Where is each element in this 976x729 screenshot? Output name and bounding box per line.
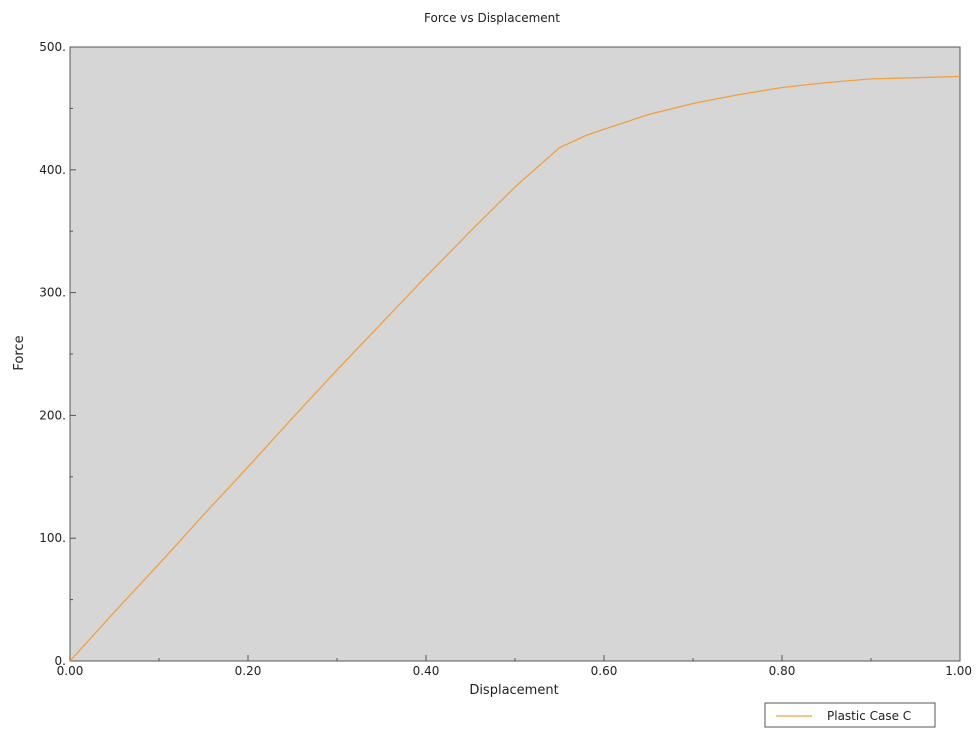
y-axis-ticks: [70, 46, 76, 662]
y-axis-label: Force: [12, 335, 27, 370]
x-axis-label: Displacement: [469, 683, 558, 698]
series-line-plastic-case-c: [69, 75, 961, 662]
y-tick-label: 400.: [39, 163, 66, 177]
x-tick-label: 0.00: [57, 664, 84, 678]
plot-area: [69, 46, 961, 662]
y-axis-tick-labels: 0. 100. 200. 300. 400. 500.: [39, 40, 66, 668]
chart-title: Force vs Displacement: [424, 11, 560, 25]
x-tick-label: 0.60: [591, 664, 618, 678]
y-tick-label: 200.: [39, 408, 66, 422]
legend-box: [764, 702, 936, 728]
x-tick-label: 0.20: [235, 664, 262, 678]
x-axis-ticks: [69, 655, 961, 661]
y-tick-label: 500.: [39, 40, 66, 54]
legend: Plastic Case C: [764, 702, 936, 728]
x-tick-label: 0.80: [769, 664, 796, 678]
x-axis-tick-labels: 0.00 0.20 0.40 0.60 0.80 1.00: [57, 664, 972, 678]
y-tick-label: 0.: [55, 654, 66, 668]
legend-label-plastic-case-c: Plastic Case C: [827, 709, 911, 723]
x-tick-label: 0.40: [413, 664, 440, 678]
y-tick-label: 100.: [39, 531, 66, 545]
y-tick-label: 300.: [39, 286, 66, 300]
x-tick-label: 1.00: [945, 664, 972, 678]
